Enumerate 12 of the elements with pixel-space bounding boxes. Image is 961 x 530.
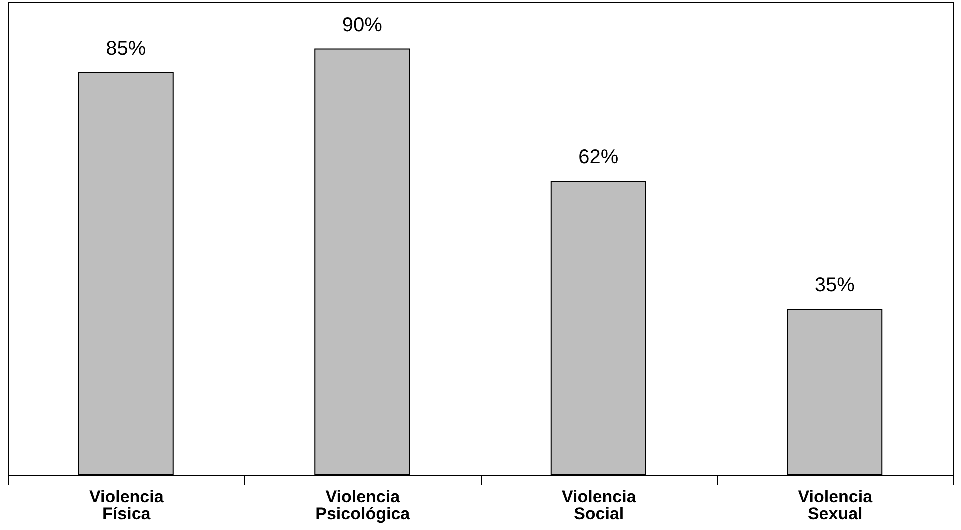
- data-label: 90%: [342, 14, 383, 36]
- x-tick-label: Violencia Sexual: [798, 488, 874, 524]
- bar: [787, 308, 883, 476]
- x-tick-label: Violencia Física: [89, 488, 164, 524]
- bar: [78, 72, 174, 476]
- bar: [550, 181, 646, 476]
- bar: [314, 48, 410, 476]
- x-tick-label: Violencia Social: [562, 488, 637, 524]
- x-tick-label: Violencia Psicológica: [316, 488, 411, 524]
- data-label: 62%: [578, 146, 619, 169]
- data-label: 85%: [106, 38, 146, 60]
- data-label: 35%: [814, 274, 856, 296]
